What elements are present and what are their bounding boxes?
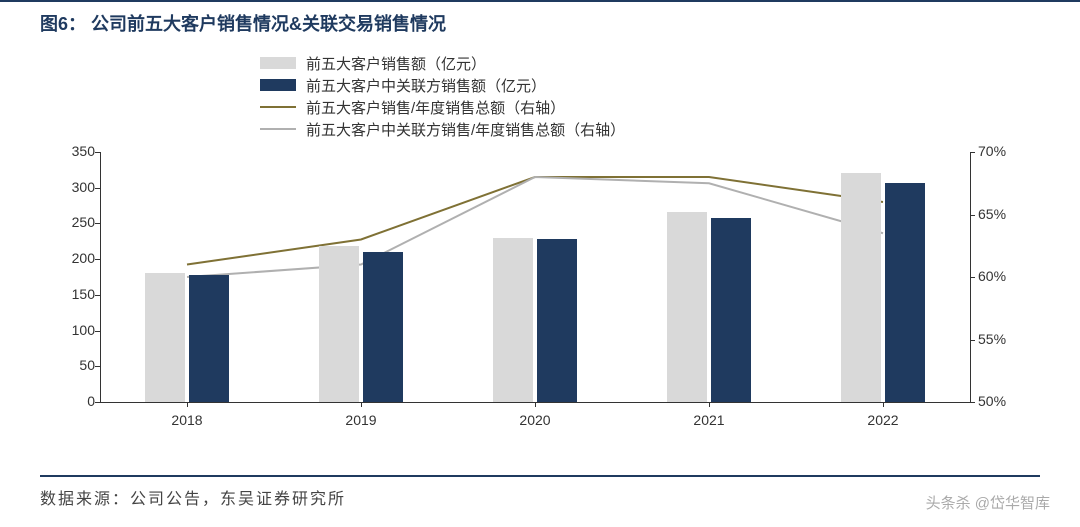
y-left-tick: 300 bbox=[50, 179, 95, 195]
title-text: 公司前五大客户销售情况&关联交易销售情况 bbox=[91, 14, 446, 34]
legend-item-bar2: 前五大客户中关联方销售额（亿元） bbox=[260, 74, 625, 96]
line-top5-ratio bbox=[187, 177, 883, 265]
watermark: 头条杀 @岱华智库 bbox=[926, 492, 1050, 513]
chart-container: 前五大客户销售额（亿元） 前五大客户中关联方销售额（亿元） 前五大客户销售/年度… bbox=[40, 52, 1040, 452]
bar-related-sales bbox=[711, 218, 751, 402]
x-category: 2018 bbox=[157, 412, 217, 428]
y-left-tick: 100 bbox=[50, 322, 95, 338]
y-left-tick: 50 bbox=[50, 357, 95, 373]
legend-label-line1: 前五大客户销售/年度销售总额（右轴） bbox=[306, 97, 565, 118]
bar-related-sales bbox=[885, 183, 925, 402]
bar-top5-sales bbox=[667, 212, 707, 402]
legend-label-bar1: 前五大客户销售额（亿元） bbox=[306, 53, 486, 74]
bar-top5-sales bbox=[493, 238, 533, 402]
y-left-tick: 0 bbox=[50, 393, 95, 409]
bar-related-sales bbox=[363, 252, 403, 402]
y-left-tick: 250 bbox=[50, 214, 95, 230]
lines-layer bbox=[100, 152, 970, 402]
chart-title: 图6： 公司前五大客户销售情况&关联交易销售情况 bbox=[0, 0, 1080, 42]
y-right-tick: 55% bbox=[978, 331, 1023, 347]
y-left-tick: 200 bbox=[50, 250, 95, 266]
y-right-tick: 70% bbox=[978, 143, 1023, 159]
y-left-tick: 350 bbox=[50, 143, 95, 159]
x-category: 2019 bbox=[331, 412, 391, 428]
y-right-tick: 50% bbox=[978, 393, 1023, 409]
legend: 前五大客户销售额（亿元） 前五大客户中关联方销售额（亿元） 前五大客户销售/年度… bbox=[260, 52, 625, 140]
bar-related-sales bbox=[537, 239, 577, 402]
legend-label-line2: 前五大客户中关联方销售/年度销售总额（右轴） bbox=[306, 119, 625, 140]
legend-swatch-bar1 bbox=[260, 57, 296, 69]
legend-item-line1: 前五大客户销售/年度销售总额（右轴） bbox=[260, 96, 625, 118]
line-related-ratio bbox=[187, 177, 883, 277]
x-category: 2020 bbox=[505, 412, 565, 428]
bar-top5-sales bbox=[841, 173, 881, 402]
y-left-tick: 150 bbox=[50, 286, 95, 302]
plot-area: 05010015020025030035050%55%60%65%70%2018… bbox=[100, 152, 970, 402]
title-prefix: 图6： bbox=[40, 14, 86, 34]
y-right-tick: 60% bbox=[978, 268, 1023, 284]
legend-item-bar1: 前五大客户销售额（亿元） bbox=[260, 52, 625, 74]
x-category: 2022 bbox=[853, 412, 913, 428]
y-right-tick: 65% bbox=[978, 206, 1023, 222]
bar-top5-sales bbox=[145, 273, 185, 402]
legend-swatch-line1 bbox=[260, 106, 296, 108]
bar-top5-sales bbox=[319, 246, 359, 402]
legend-item-line2: 前五大客户中关联方销售/年度销售总额（右轴） bbox=[260, 118, 625, 140]
legend-swatch-line2 bbox=[260, 128, 296, 130]
x-category: 2021 bbox=[679, 412, 739, 428]
legend-swatch-bar2 bbox=[260, 79, 296, 91]
data-source: 数据来源：公司公告，东吴证券研究所 bbox=[40, 475, 1040, 509]
legend-label-bar2: 前五大客户中关联方销售额（亿元） bbox=[306, 75, 546, 96]
bar-related-sales bbox=[189, 275, 229, 402]
